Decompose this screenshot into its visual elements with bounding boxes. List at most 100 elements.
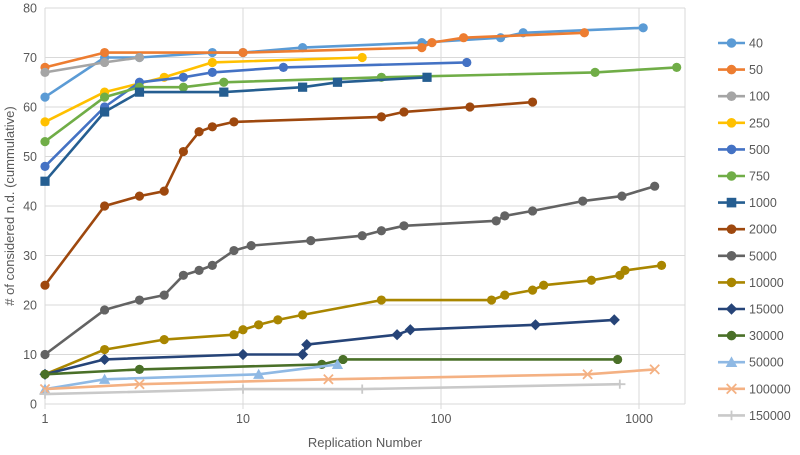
- marker-diamond: [608, 314, 620, 326]
- legend-item-2000: 2000: [718, 223, 777, 237]
- marker-circle: [399, 221, 409, 231]
- marker-circle: [246, 241, 256, 251]
- marker-circle: [100, 47, 110, 58]
- marker-circle: [638, 23, 648, 33]
- marker-circle: [207, 260, 217, 270]
- marker-plus: [356, 384, 368, 394]
- y-tick-label: 80: [23, 2, 37, 16]
- marker-square: [40, 176, 50, 186]
- marker-x: [726, 383, 737, 395]
- series-5000: [40, 181, 660, 360]
- series-15000: [39, 314, 620, 380]
- legend-item-50: 50: [718, 63, 763, 77]
- series-500: [40, 57, 472, 171]
- legend-item-750: 750: [718, 170, 770, 184]
- marker-circle: [726, 118, 737, 128]
- series-100: [40, 52, 145, 77]
- marker-triangle: [253, 368, 265, 379]
- marker-square: [100, 107, 110, 117]
- gridlines: [44, 7, 686, 409]
- marker-plus: [725, 410, 738, 421]
- legend-item-100: 100: [718, 90, 770, 104]
- series-line-150000: [43, 382, 622, 396]
- tick-labels: 0 10 20 30 40 50 60 70 80 1 10 100 1000: [23, 2, 653, 427]
- series-line-2000: [43, 100, 534, 287]
- legend-item-50000: 50000: [718, 356, 784, 370]
- x-tick-label: 1: [42, 412, 49, 426]
- marker-circle: [496, 33, 506, 43]
- marker-circle: [539, 280, 549, 290]
- marker-x: [134, 378, 145, 390]
- marker-circle: [159, 335, 169, 345]
- marker-plus: [614, 379, 626, 389]
- marker-circle: [178, 82, 188, 92]
- legend-item-250: 250: [718, 116, 770, 130]
- series-50: [40, 28, 590, 72]
- marker-circle: [491, 216, 501, 226]
- marker-circle: [617, 191, 627, 201]
- marker-circle: [376, 295, 386, 305]
- legend-label: 250: [749, 116, 770, 130]
- marker-circle: [178, 270, 188, 280]
- marker-diamond: [99, 353, 111, 366]
- legend-label: 5000: [749, 249, 777, 263]
- series-2000: [40, 97, 538, 290]
- y-tick-label: 30: [23, 249, 37, 263]
- legend-item-150000: 150000: [718, 409, 791, 423]
- marker-circle: [229, 245, 239, 256]
- series-line-50000: [43, 363, 339, 391]
- marker-circle: [219, 77, 229, 87]
- legend-item-5000: 5000: [718, 249, 777, 263]
- legend-label: 100: [749, 90, 770, 104]
- marker-circle: [726, 277, 737, 288]
- marker-circle: [357, 52, 367, 63]
- marker-diamond: [237, 348, 249, 361]
- marker-circle: [726, 251, 737, 261]
- marker-circle: [100, 201, 110, 211]
- marker-circle: [178, 146, 188, 157]
- legend-label: 100000: [749, 382, 791, 396]
- marker-circle: [40, 161, 50, 171]
- marker-circle: [399, 107, 409, 117]
- marker-circle: [500, 211, 510, 221]
- marker-circle: [40, 92, 50, 102]
- marker-square: [422, 72, 432, 82]
- legend-item-15000: 15000: [718, 303, 784, 317]
- series-100000: [39, 364, 660, 395]
- marker-circle: [726, 64, 737, 75]
- marker-circle: [298, 310, 308, 320]
- marker-circle: [726, 91, 737, 101]
- legend: 40 50 100 250 500 750 1000 2000 5000 10000 15000 30…: [718, 37, 791, 423]
- marker-circle: [357, 231, 367, 241]
- marker-circle: [726, 171, 737, 181]
- series-30000: [40, 354, 623, 379]
- marker-circle: [100, 57, 110, 68]
- marker-circle: [306, 236, 316, 246]
- x-tick-label: 100: [431, 412, 452, 426]
- marker-circle: [590, 67, 600, 77]
- marker-circle: [278, 62, 289, 72]
- y-tick-label: 40: [23, 200, 37, 214]
- marker-circle: [207, 57, 217, 68]
- marker-circle: [376, 112, 386, 122]
- marker-circle: [40, 349, 50, 360]
- legend-item-500: 500: [718, 143, 770, 157]
- legend-label: 750: [749, 170, 770, 184]
- marker-circle: [134, 364, 145, 374]
- y-tick-label: 60: [23, 101, 37, 115]
- marker-x: [582, 369, 593, 380]
- y-axis-title: # of considered n.d. (cummulative): [2, 106, 17, 305]
- series-line-750: [43, 66, 679, 143]
- y-tick-label: 20: [23, 299, 37, 313]
- y-tick-label: 0: [30, 398, 37, 412]
- marker-diamond: [529, 319, 542, 331]
- marker-triangle: [331, 358, 344, 369]
- marker-circle: [458, 33, 469, 43]
- marker-circle: [229, 117, 239, 127]
- legend-label: 40: [749, 37, 763, 51]
- marker-x: [649, 364, 660, 375]
- marker-circle: [134, 191, 145, 201]
- marker-circle: [427, 38, 437, 48]
